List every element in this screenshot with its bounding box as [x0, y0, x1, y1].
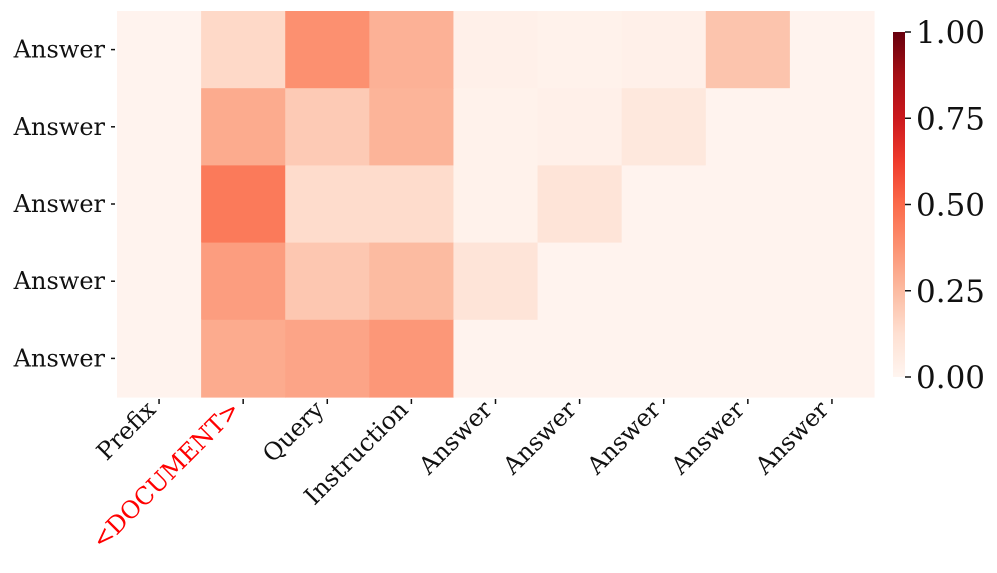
- heatmap-cell: [285, 88, 370, 166]
- y-axis: Answer Answer Answer Answer Answer: [13, 36, 115, 372]
- heatmap-cell: [285, 11, 370, 89]
- heatmap-cells: [117, 11, 875, 398]
- heatmap-cell: [621, 11, 707, 89]
- heatmap-cell: [201, 242, 286, 321]
- heatmap-cell: [453, 165, 539, 244]
- heatmap-cell: [705, 11, 791, 89]
- heatmap-cell: [201, 88, 286, 166]
- heatmap-cell: [789, 242, 875, 321]
- heatmap-cell: [369, 319, 455, 398]
- heatmap-cell: [789, 11, 875, 89]
- heatmap-cell: [369, 165, 455, 244]
- heatmap-cell: [201, 165, 286, 244]
- y-tick-label: Answer: [13, 267, 106, 295]
- heatmap-cell: [453, 11, 539, 89]
- x-tick-label: Prefix: [91, 395, 162, 466]
- colorbar-tick-label: 0.75: [916, 101, 985, 137]
- x-tick-label: Answer: [413, 395, 498, 480]
- heatmap-cell: [201, 11, 286, 89]
- heatmap-cell: [117, 319, 202, 398]
- heatmap-cell: [369, 242, 455, 321]
- heatmap-cell: [789, 165, 875, 244]
- y-tick-label: Answer: [13, 113, 106, 141]
- heatmap-cell: [705, 319, 791, 398]
- colorbar-tick-label: 1.00: [916, 15, 985, 51]
- x-tick-label: Answer: [665, 395, 750, 480]
- heatmap-cell: [789, 88, 875, 166]
- colorbar-tick-label: 0.25: [916, 274, 985, 310]
- heatmap-cell: [285, 319, 370, 398]
- heatmap-cell: [621, 319, 707, 398]
- x-tick-label: <DOCUMENT>: [86, 395, 245, 554]
- heatmap-cell: [453, 242, 539, 321]
- x-tick-label: Answer: [581, 395, 666, 480]
- heatmap-cell: [369, 88, 455, 166]
- heatmap-cell: [537, 319, 623, 398]
- heatmap-cell: [705, 242, 791, 321]
- heatmap-cell: [621, 242, 707, 321]
- heatmap-cell: [117, 165, 202, 244]
- x-tick-label: Answer: [497, 395, 582, 480]
- colorbar-tick-label: 0.50: [916, 188, 985, 224]
- y-tick-label: Answer: [13, 36, 106, 64]
- heatmap-cell: [117, 11, 202, 89]
- heatmap-cell: [453, 319, 539, 398]
- x-tick-label: Query: [257, 395, 330, 468]
- colorbar-gradient: [893, 32, 905, 377]
- colorbar-tick-label: 0.00: [916, 360, 985, 396]
- heatmap-cell: [537, 242, 623, 321]
- heatmap-cell: [705, 165, 791, 244]
- heatmap-cell: [537, 11, 623, 89]
- heatmap-cell: [369, 11, 455, 89]
- heatmap-cell: [621, 88, 707, 166]
- heatmap-cell: [705, 88, 791, 166]
- heatmap-cell: [117, 242, 202, 321]
- heatmap-cell: [621, 165, 707, 244]
- heatmap-cell: [285, 165, 370, 244]
- heatmap-cell: [789, 319, 875, 398]
- colorbar: 0.00 0.25 0.50 0.75 1.00: [893, 15, 985, 396]
- heatmap-cell: [453, 88, 539, 166]
- y-tick-label: Answer: [13, 190, 106, 218]
- heatmap-cell: [537, 88, 623, 166]
- heatmap-cell: [117, 88, 202, 166]
- heatmap-cell: [285, 242, 370, 321]
- x-tick-label: Answer: [749, 395, 834, 480]
- heatmap-cell: [201, 319, 286, 398]
- y-tick-label: Answer: [13, 344, 106, 372]
- heatmap-cell: [537, 165, 623, 244]
